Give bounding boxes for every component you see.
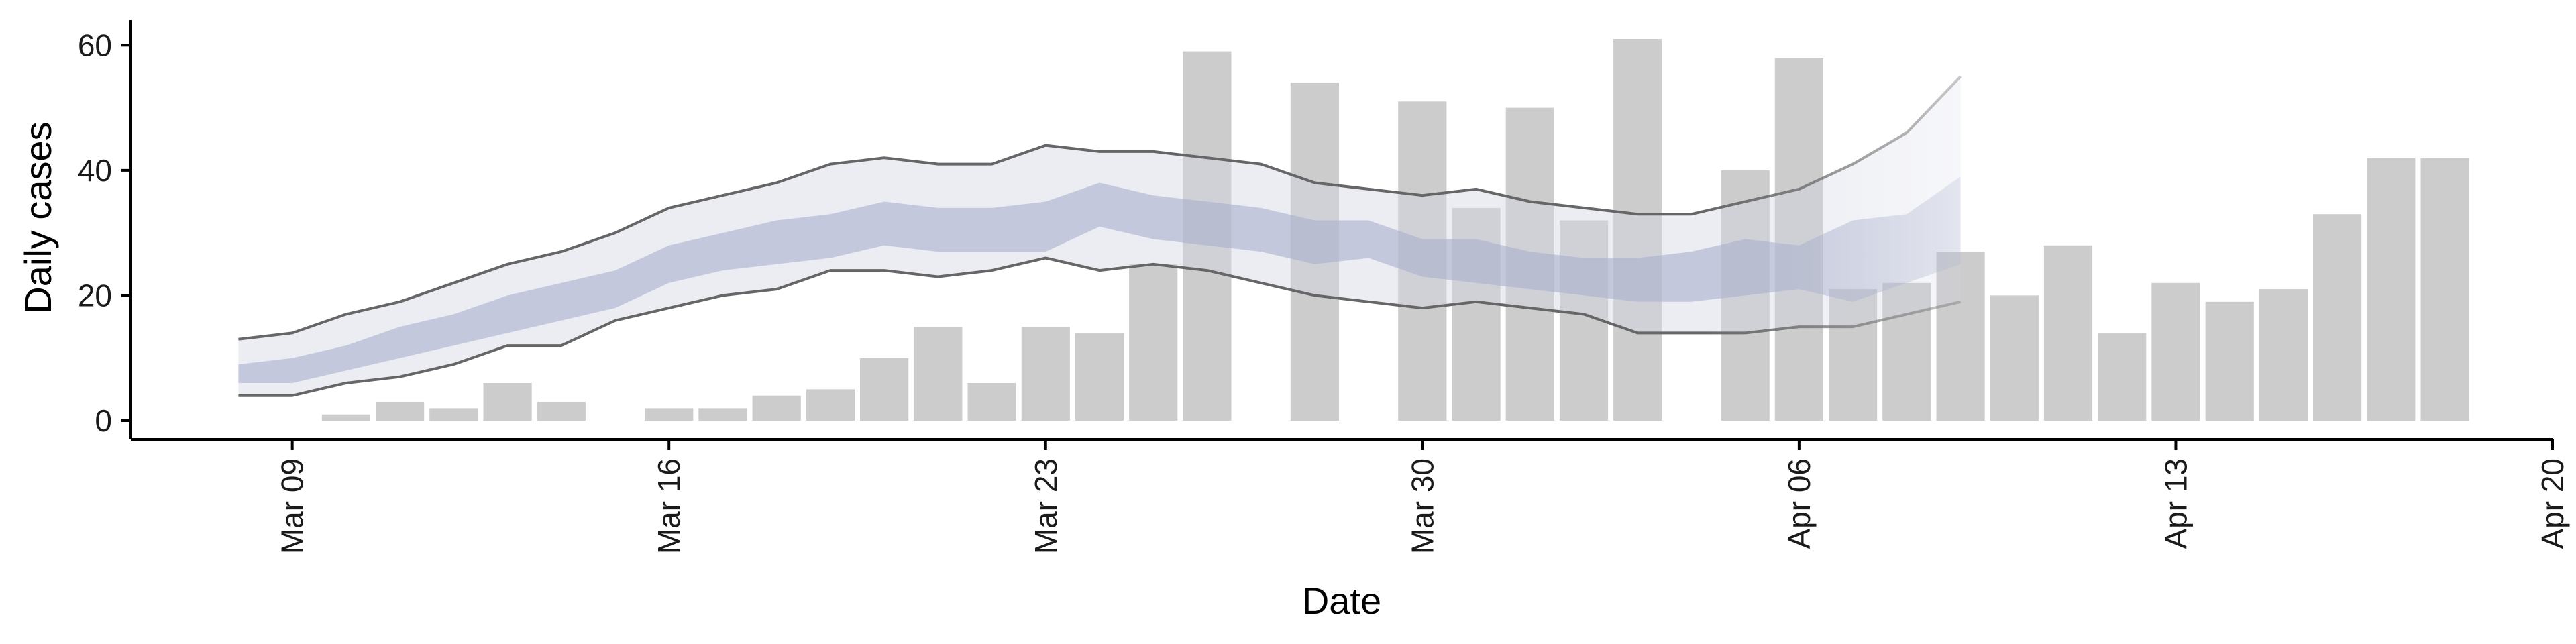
bar-2020-03-24 [1075, 333, 1124, 421]
y-tick-label: 60 [78, 28, 112, 62]
ticks-layer: 0 20 40 60 Mar 09 Mar 16 Mar 23 Mar 30 Apr 06 Apr… [78, 28, 2570, 554]
bar-2020-04-14 [2205, 301, 2254, 421]
x-tick-label: Mar 16 [651, 458, 686, 554]
bar-2020-03-10 [321, 414, 370, 421]
bar-2020-04-16 [2313, 214, 2362, 421]
bar-2020-03-14 [537, 402, 586, 421]
upper-bound-line [238, 75, 1962, 341]
x-axis-title: Date [1302, 580, 1381, 622]
outer-interval-band [238, 76, 1961, 396]
x-tick-label: Apr 20 [2535, 458, 2570, 549]
bar-2020-03-20 [860, 358, 909, 421]
bar-2020-03-12 [429, 408, 478, 421]
x-tick-label: Mar 30 [1405, 458, 1440, 554]
bar-2020-03-11 [376, 402, 425, 421]
bar-2020-03-23 [1021, 327, 1070, 421]
axes-layer [129, 20, 2553, 441]
y-axis-title: Daily cases [17, 121, 59, 313]
bar-2020-03-25 [1129, 264, 1178, 421]
x-tick-label: Apr 13 [2158, 458, 2193, 549]
bar-2020-03-13 [483, 383, 532, 421]
bar-2020-04-11 [2043, 245, 2093, 421]
bar-2020-03-21 [914, 327, 963, 421]
bar-2020-04-18 [2420, 158, 2469, 421]
inner-interval-band [238, 176, 1961, 383]
band-layer [238, 75, 1962, 397]
bar-2020-03-17 [698, 408, 747, 421]
bar-2020-04-13 [2151, 282, 2200, 421]
x-tick-label: Mar 23 [1028, 458, 1063, 554]
lower-bound-line [238, 256, 1962, 397]
bar-2020-04-10 [1990, 295, 2039, 421]
bar-2020-04-17 [2367, 158, 2416, 421]
x-tick-label: Apr 06 [1782, 458, 1817, 549]
bar-2020-03-16 [645, 408, 694, 421]
y-tick-label: 0 [95, 403, 112, 438]
bar-2020-04-15 [2259, 289, 2308, 421]
y-tick-label: 40 [78, 153, 112, 188]
bar-2020-04-12 [2098, 333, 2147, 421]
x-tick-label: Mar 09 [275, 458, 310, 554]
bar-2020-03-22 [967, 383, 1016, 421]
bar-2020-03-19 [806, 389, 855, 421]
bar-2020-03-18 [752, 395, 801, 421]
y-tick-label: 20 [78, 278, 112, 313]
